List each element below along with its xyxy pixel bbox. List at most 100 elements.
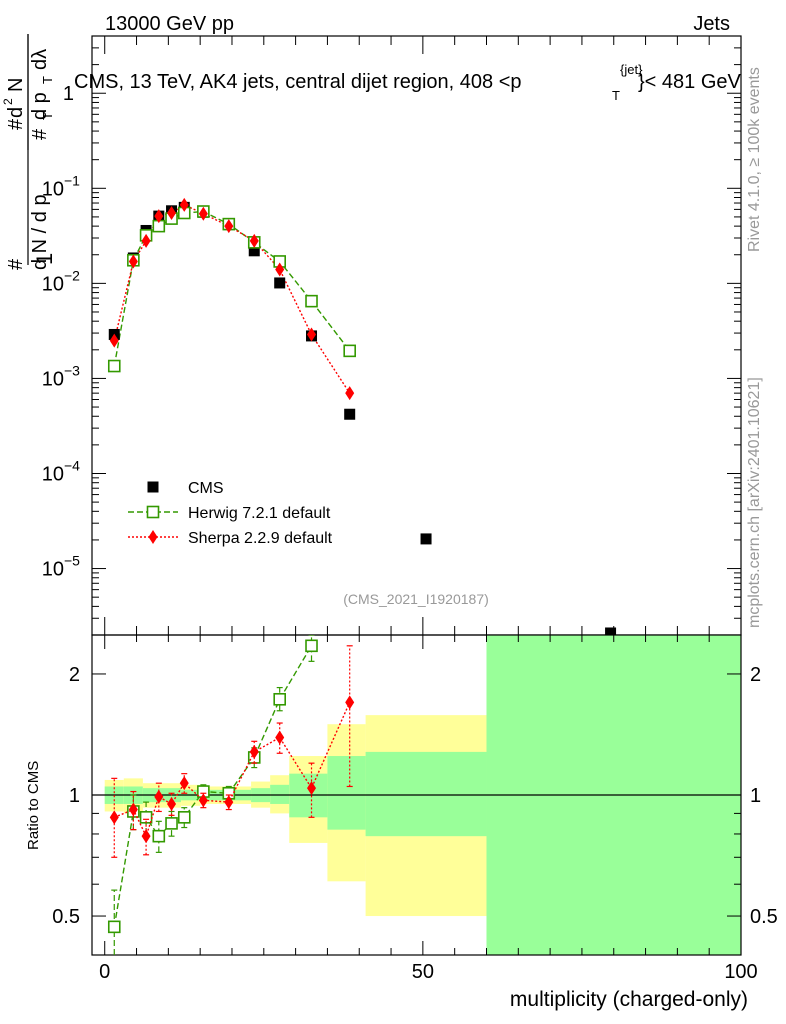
- band-green-11: [365, 751, 487, 837]
- main-y-tick-label: 1: [63, 83, 74, 105]
- main-point-2-3: [154, 209, 164, 224]
- main-y-axis-label: 1 # d N / d p T # d 2 N # d p T dλ: [1, 34, 57, 270]
- ratio-point-1-5: [179, 776, 189, 791]
- ratio-point-1-0: [109, 810, 119, 825]
- main-y-tick-label: 10: [42, 463, 64, 485]
- ratio-point-0-10: [305, 639, 318, 653]
- x-tick-label: 50: [412, 961, 434, 983]
- ratio-point-1-7: [224, 795, 234, 810]
- ratio-line-1: [114, 702, 351, 839]
- main-point-1-10: [305, 294, 318, 308]
- ratio-y-ticks: 0.5 0.5 1 1 2 2: [52, 664, 778, 956]
- main-y-tick-label: 10: [42, 178, 64, 200]
- plot-title-sub: T: [612, 88, 620, 103]
- main-point-2-4: [167, 205, 177, 220]
- x-tick-label: 0: [99, 961, 110, 983]
- ratio-y-axis-label: Ratio to CMS: [25, 761, 42, 850]
- main-y-tick-exponent: −4: [64, 457, 80, 473]
- plot-title-tail: }< 481 GeV: [638, 71, 742, 93]
- main-point-2-6: [198, 206, 208, 221]
- main-y-tick-label: 10: [42, 559, 64, 581]
- plot-title: CMS, 13 TeV, AK4 jets, central dijet reg…: [74, 71, 522, 93]
- mcplots-label: mcplots.cern.ch [arXiv:2401.10621]: [746, 377, 763, 628]
- main-point-0-11: [344, 408, 356, 420]
- analysis-tag: (CMS_2021_I1920187): [343, 591, 489, 607]
- main-point-2-7: [224, 219, 234, 234]
- svg-text:d N / d p: d N / d p: [29, 194, 51, 270]
- plot-title-main: CMS, 13 TeV, AK4 jets, central dijet reg…: [74, 71, 522, 93]
- x-tick-label: 100: [724, 961, 757, 983]
- main-point-0-9: [274, 277, 286, 289]
- main-point-0-12: [420, 533, 432, 545]
- main-point-2-8: [249, 233, 259, 248]
- legend-label-2: Sherpa 2.2.9 default: [188, 530, 333, 547]
- ratio-point-1-10: [307, 781, 317, 796]
- main-point-2-1: [128, 254, 138, 269]
- ratio-point-0-9: [273, 692, 287, 706]
- ratio-y-tick-label-right: 0.5: [750, 906, 778, 928]
- ratio-point-1-1: [128, 802, 138, 817]
- legend-label-0: CMS: [188, 480, 224, 497]
- band-green-8: [270, 784, 290, 804]
- ratio-y-tick-label: 2: [69, 664, 80, 686]
- main-point-2-9: [275, 262, 285, 277]
- rivet-label: Rivet 4.1.0, ≥ 100k events: [746, 67, 763, 252]
- svg-text:T: T: [40, 112, 55, 120]
- ratio-point-0-0: [107, 920, 121, 934]
- ratio-point-1-9: [275, 730, 285, 745]
- ratio-point-1-4: [167, 796, 177, 811]
- energy-label: 13000 GeV pp: [105, 13, 234, 35]
- svg-text:dλ: dλ: [29, 49, 51, 70]
- main-point-2-11: [345, 386, 355, 401]
- ratio-series: [107, 635, 355, 955]
- ratio-point-0-4: [165, 817, 178, 830]
- x-axis-label: multiplicity (charged-only): [510, 988, 748, 1011]
- ratio-y-tick-label: 0.5: [52, 906, 80, 928]
- svg-text:2: 2: [1, 98, 15, 105]
- ratio-y-tick-label: 1: [69, 785, 80, 807]
- ratio-point-1-8: [249, 744, 259, 759]
- main-point-0-8: [248, 245, 260, 257]
- svg-text:#: #: [29, 128, 51, 140]
- svg-text:N: N: [5, 78, 27, 92]
- plot-title-sup: {jet}: [620, 62, 643, 77]
- legend-label-1: Herwig 7.2.1 default: [188, 505, 331, 522]
- ratio-point-1-2: [141, 829, 151, 844]
- band-green-10: [327, 756, 366, 830]
- category-label: Jets: [693, 13, 730, 35]
- main-point-2-5: [179, 197, 189, 212]
- ratio-point-0-5: [177, 811, 191, 824]
- svg-text:#: #: [5, 118, 27, 130]
- main-point-1-0: [107, 359, 121, 373]
- main-y-tick-label: 10: [42, 273, 64, 295]
- ratio-point-1-3: [154, 789, 164, 804]
- main-point-2-2: [141, 233, 151, 248]
- main-y-ticks: 10 −510 −410 −310 −210 −11: [42, 35, 741, 636]
- main-y-tick-exponent: −3: [64, 362, 80, 378]
- svg-text:d p: d p: [29, 92, 51, 120]
- ratio-plot: 0 50 100 0.5 0.5 1 1 2 2: [52, 36, 778, 983]
- legend-marker-1: [146, 505, 160, 519]
- main-y-tick-exponent: −5: [64, 553, 80, 569]
- ratio-point-1-6: [198, 793, 208, 808]
- main-point-1-11: [343, 344, 356, 358]
- svg-text:1: 1: [32, 253, 57, 265]
- legend-marker-0: [147, 481, 159, 493]
- main-y-tick-label: 10: [42, 368, 64, 390]
- main-y-tick-exponent: −2: [64, 267, 80, 283]
- main-point-2-0: [109, 333, 119, 348]
- ratio-point-1-11: [345, 695, 355, 710]
- svg-text:#: #: [5, 258, 27, 270]
- legend: CMS Herwig 7.2.1 default Sherpa 2.2.9 defa…: [128, 480, 333, 547]
- ratio-point-0-3: [152, 829, 166, 843]
- x-ticks: 0 50 100: [99, 36, 758, 983]
- svg-text:d: d: [5, 107, 27, 118]
- main-point-2-10: [307, 327, 317, 342]
- legend-marker-2: [148, 530, 158, 544]
- svg-text:T: T: [40, 76, 55, 84]
- ratio-y-tick-label-right: 2: [750, 664, 761, 686]
- main-point-0-13: [605, 627, 617, 635]
- main-y-tick-exponent: −1: [64, 172, 80, 188]
